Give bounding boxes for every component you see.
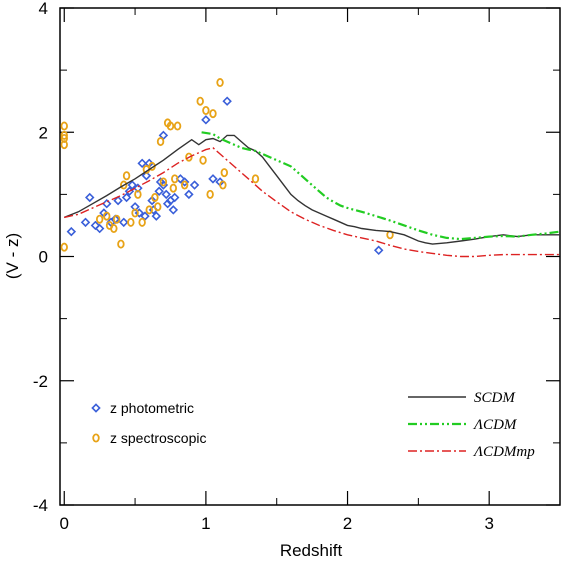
spectroscopic-point <box>173 121 182 131</box>
photometric-point <box>154 186 164 197</box>
spectroscopic-point <box>219 180 227 190</box>
spectroscopic-point <box>185 152 193 162</box>
scdm-series <box>63 134 560 245</box>
spectroscopic-point <box>110 224 118 234</box>
photometric-point <box>147 195 157 206</box>
legend-label-photometric: z photometric <box>110 400 194 416</box>
spectroscopic-point <box>131 208 139 218</box>
scdm-line <box>63 134 560 245</box>
photometric-point <box>85 192 95 203</box>
spectroscopic-point <box>60 121 68 131</box>
photometric-point <box>127 180 137 190</box>
photometric-point <box>80 217 91 228</box>
y-tick-label: -2 <box>33 372 48 391</box>
x-tick-label: 0 <box>60 514 69 533</box>
y-axis-title: (V - z) <box>3 233 22 279</box>
photometric-point <box>90 220 101 231</box>
spectroscopic-point <box>60 130 68 140</box>
spectroscopic-point <box>95 214 104 224</box>
photometric-point <box>102 198 112 209</box>
y-tick-label: 4 <box>39 0 48 18</box>
lcdm-line <box>201 131 561 241</box>
photometric-point <box>151 211 162 221</box>
photometric-point <box>161 189 171 200</box>
spectroscopic-point <box>159 177 168 187</box>
photometric-point <box>208 174 218 184</box>
spectroscopic-point <box>151 192 159 202</box>
x-tick-label: 1 <box>201 514 210 533</box>
photometric-point <box>137 158 147 169</box>
photometric-point <box>165 195 176 206</box>
spectroscopic-point <box>103 211 111 221</box>
spectroscopic-point <box>60 133 68 143</box>
photometric-point <box>201 115 211 125</box>
spectroscopic-point <box>180 180 189 190</box>
spectroscopic-point <box>196 96 204 106</box>
photometric-point <box>169 192 180 203</box>
photometric-point <box>94 223 105 234</box>
spectroscopic-point <box>127 217 135 227</box>
x-axis-title: Redshift <box>280 541 343 560</box>
spectroscopic-point <box>216 78 224 88</box>
legend-label-lcdm: ΛCDM <box>472 417 518 433</box>
spectroscopic-point <box>220 168 229 178</box>
photometric-point <box>119 217 129 228</box>
photometric-point <box>113 195 123 206</box>
legend-marker-photometric <box>91 403 101 413</box>
spectroscopic-point <box>60 242 68 252</box>
legend-label-spectroscopic: z spectroscopic <box>110 430 206 446</box>
photometric-point <box>121 192 132 203</box>
legend-marker-spectroscopic <box>92 433 100 443</box>
lcdmmp-series <box>64 147 560 258</box>
lcdmmp-line <box>64 147 560 258</box>
photometric-point <box>66 226 77 237</box>
y-tick-label: 0 <box>39 248 48 267</box>
spectroscopic-point <box>154 202 162 212</box>
spectroscopic-point <box>117 239 125 249</box>
photometric-point <box>189 180 200 190</box>
photometric-point <box>222 96 232 106</box>
spectroscopic-point <box>209 109 217 119</box>
lcdm-series <box>201 131 561 241</box>
x-tick-label: 2 <box>343 514 352 533</box>
spectroscopic-point <box>122 171 131 181</box>
spectroscopic-point <box>206 189 214 199</box>
photometric-point <box>373 245 384 256</box>
photometric-point <box>141 171 152 181</box>
spectroscopic-series <box>60 78 394 252</box>
photometric-point <box>133 183 143 193</box>
legend-label-scdm: SCDM <box>474 390 516 406</box>
photometric-point <box>184 189 194 200</box>
spectroscopic-point <box>60 140 68 150</box>
spectroscopic-point <box>145 205 153 215</box>
legend-label-lcdmmp: ΛCDMmp <box>472 444 535 460</box>
spectroscopic-point <box>138 217 146 227</box>
y-tick-label: -4 <box>33 496 48 515</box>
spectroscopic-point <box>166 121 175 131</box>
spectroscopic-point <box>251 174 260 184</box>
spectroscopic-point <box>156 137 165 147</box>
spectroscopic-point <box>134 189 142 199</box>
y-tick-label: 2 <box>39 123 48 142</box>
photometric-point <box>168 205 179 215</box>
spectroscopic-point <box>199 155 207 165</box>
legend: z photometric z spectroscopic SCDM ΛCDM ΛCDM… <box>91 390 535 460</box>
plot-series <box>60 78 561 258</box>
spectroscopic-point <box>169 183 178 193</box>
spectroscopic-point <box>171 174 179 184</box>
photometric-point <box>179 177 190 187</box>
photometric-point <box>162 198 173 209</box>
spectroscopic-point <box>120 180 128 190</box>
x-tick-label: 3 <box>484 514 493 533</box>
spectroscopic-point <box>112 214 121 224</box>
photometric-point <box>130 202 140 212</box>
spectroscopic-point <box>202 106 210 116</box>
